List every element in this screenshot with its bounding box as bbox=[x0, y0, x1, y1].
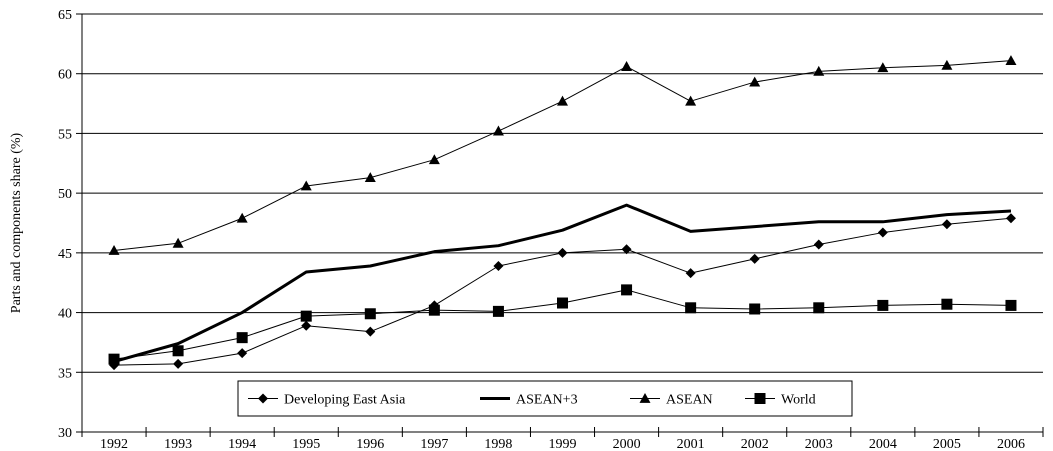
legend-label: World bbox=[781, 393, 816, 408]
y-tick-label-45: 45 bbox=[58, 247, 72, 262]
data-point-world bbox=[492, 305, 504, 317]
series-line-developing-east-asia bbox=[114, 217, 1012, 366]
data-point-world bbox=[877, 299, 889, 311]
gridlines bbox=[82, 13, 1043, 433]
data-point-world bbox=[236, 332, 248, 344]
data-point-asean bbox=[621, 61, 633, 71]
y-axis-title: Parts and components share (%) bbox=[9, 132, 24, 313]
data-point-asean bbox=[108, 244, 120, 255]
series-developing-east-asia bbox=[109, 213, 1016, 371]
data-point-world bbox=[813, 302, 825, 314]
data-point-world bbox=[1005, 299, 1017, 311]
data-point-asean bbox=[685, 95, 697, 106]
y-tick-label-50: 50 bbox=[58, 187, 72, 202]
legend-label: ASEAN+3 bbox=[516, 393, 578, 408]
data-point-world bbox=[364, 308, 376, 320]
data-point-asean bbox=[300, 180, 312, 191]
legend-entry-world: World bbox=[745, 393, 816, 408]
legend-marker bbox=[754, 393, 766, 404]
x-tick-label-2003: 2003 bbox=[805, 437, 833, 451]
y-tick-label-60: 60 bbox=[58, 68, 72, 83]
data-point-world bbox=[557, 297, 568, 309]
series-group bbox=[108, 55, 1017, 371]
x-axis-ticks: 1992 1993 1994 1995 1996 1997 1998 1999 2000 2001… bbox=[81, 427, 1044, 451]
series-world bbox=[108, 284, 1017, 365]
data-point-developing-east-asia bbox=[1005, 213, 1016, 224]
data-point-asean bbox=[877, 62, 889, 73]
x-tick-label-2001: 2001 bbox=[677, 437, 705, 451]
legend-entry-asean-3: ASEAN+3 bbox=[480, 393, 578, 408]
x-tick-label-1993: 1993 bbox=[164, 437, 192, 451]
data-point-asean bbox=[749, 76, 761, 87]
series-line-asean-3 bbox=[113, 203, 1012, 363]
data-point-developing-east-asia bbox=[237, 348, 248, 359]
data-point-world bbox=[621, 284, 633, 296]
data-point-developing-east-asia bbox=[173, 358, 184, 369]
data-point-world bbox=[300, 310, 312, 322]
data-point-developing-east-asia bbox=[557, 247, 568, 258]
legend-marker bbox=[639, 393, 651, 403]
legend-entry-developing-east-asia: Developing East Asia bbox=[248, 393, 406, 408]
x-tick-label-1994: 1994 bbox=[228, 437, 256, 451]
data-point-developing-east-asia bbox=[749, 253, 760, 264]
x-tick-label-1999: 1999 bbox=[549, 437, 577, 451]
data-point-asean bbox=[1005, 55, 1017, 65]
data-point-developing-east-asia bbox=[941, 219, 952, 230]
legend: Developing East Asia ASEAN+3 ASEAN World bbox=[237, 380, 853, 417]
y-tick-label-55: 55 bbox=[58, 127, 72, 142]
x-tick-label-1998: 1998 bbox=[484, 437, 512, 451]
data-point-asean bbox=[492, 125, 504, 136]
data-point-asean bbox=[364, 172, 376, 183]
y-tick-label-40: 40 bbox=[58, 307, 72, 322]
series-asean bbox=[108, 55, 1017, 255]
data-point-developing-east-asia bbox=[813, 239, 824, 250]
y-tick-label-65: 65 bbox=[58, 8, 72, 23]
legend-entry-asean: ASEAN bbox=[630, 393, 713, 408]
legend-label: Developing East Asia bbox=[284, 393, 406, 408]
data-point-developing-east-asia bbox=[621, 244, 632, 255]
data-point-world bbox=[172, 345, 184, 357]
data-point-asean bbox=[557, 95, 568, 106]
x-tick-label-2002: 2002 bbox=[741, 437, 769, 451]
x-tick-label-2005: 2005 bbox=[933, 437, 961, 451]
data-point-world bbox=[108, 353, 120, 365]
y-tick-label-30: 30 bbox=[58, 426, 72, 441]
x-tick-label-1996: 1996 bbox=[356, 437, 384, 451]
data-point-asean bbox=[941, 59, 953, 70]
data-point-world bbox=[428, 304, 440, 316]
series-asean-3 bbox=[113, 203, 1012, 363]
y-axis-ticks: 30 35 40 45 50 55 60 65 bbox=[58, 8, 82, 441]
data-point-asean bbox=[172, 237, 184, 248]
x-tick-label-2004: 2004 bbox=[869, 437, 897, 451]
data-point-developing-east-asia bbox=[877, 227, 888, 238]
data-point-asean bbox=[428, 154, 440, 165]
data-point-asean bbox=[813, 65, 825, 76]
data-point-developing-east-asia bbox=[685, 268, 696, 279]
x-tick-label-1995: 1995 bbox=[292, 437, 320, 451]
x-tick-label-1992: 1992 bbox=[100, 437, 128, 451]
legend-marker bbox=[258, 393, 268, 404]
data-point-asean bbox=[236, 212, 248, 223]
data-point-world bbox=[749, 303, 761, 315]
x-tick-label-2006: 2006 bbox=[997, 437, 1025, 451]
legend-label: ASEAN bbox=[666, 393, 713, 408]
data-point-developing-east-asia bbox=[493, 260, 504, 271]
data-point-world bbox=[941, 298, 953, 310]
x-tick-label-1997: 1997 bbox=[420, 437, 448, 451]
y-tick-label-35: 35 bbox=[58, 366, 72, 381]
data-point-world bbox=[685, 302, 697, 314]
data-point-developing-east-asia bbox=[365, 326, 376, 337]
x-tick-label-2000: 2000 bbox=[613, 437, 641, 451]
data-point-developing-east-asia bbox=[301, 320, 312, 331]
